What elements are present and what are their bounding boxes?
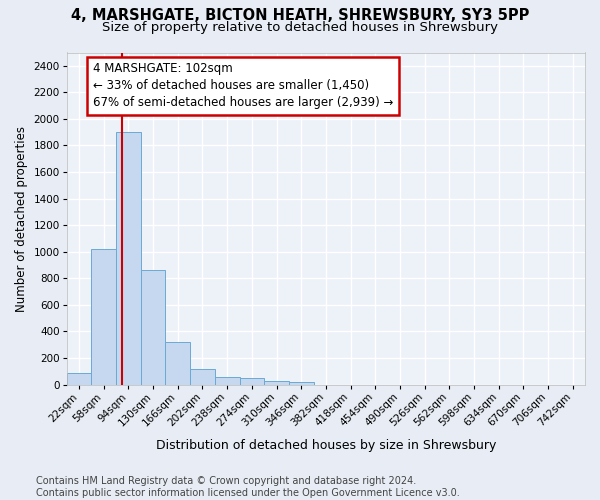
Text: Contains HM Land Registry data © Crown copyright and database right 2024.
Contai: Contains HM Land Registry data © Crown c… [36,476,460,498]
Bar [264,380,289,384]
Bar [116,132,141,384]
Bar [289,382,314,384]
Text: 4, MARSHGATE, BICTON HEATH, SHREWSBURY, SY3 5PP: 4, MARSHGATE, BICTON HEATH, SHREWSBURY, … [71,8,529,22]
Bar [215,378,239,384]
Bar [190,370,215,384]
Bar [141,270,166,384]
Bar [166,342,190,384]
Bar [91,249,116,384]
Text: 4 MARSHGATE: 102sqm
← 33% of detached houses are smaller (1,450)
67% of semi-det: 4 MARSHGATE: 102sqm ← 33% of detached ho… [92,62,393,110]
Bar [239,378,264,384]
X-axis label: Distribution of detached houses by size in Shrewsbury: Distribution of detached houses by size … [155,440,496,452]
Text: Size of property relative to detached houses in Shrewsbury: Size of property relative to detached ho… [102,21,498,34]
Y-axis label: Number of detached properties: Number of detached properties [15,126,28,312]
Bar [67,372,91,384]
